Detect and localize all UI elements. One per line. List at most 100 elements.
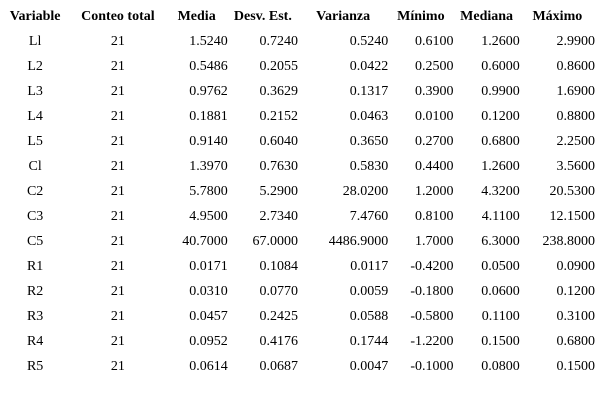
row-label: R2 — [26, 284, 44, 299]
cell: 0.0171 — [189, 259, 228, 274]
table-row: R4 21 0.0952 0.4176 0.1744 -1.2200 0.1500 0.680… — [0, 329, 595, 354]
row-label: C5 — [26, 234, 44, 249]
column-header: Variable — [9, 9, 61, 24]
cell: 0.0952 — [189, 334, 228, 349]
cell: 3.5600 — [556, 159, 596, 174]
table-row: R3 21 0.0457 0.2425 0.0588 -0.5800 0.1100 0.310… — [0, 304, 595, 329]
cell: 0.1084 — [259, 259, 298, 274]
cell: 21 — [110, 309, 125, 324]
cell: 6.3000 — [481, 234, 520, 249]
cell: 0.1744 — [349, 334, 389, 349]
cell: 0.0463 — [349, 109, 389, 124]
cell: 21 — [110, 234, 125, 249]
column-header: Conteo total — [81, 9, 155, 24]
cell: 0.1317 — [349, 84, 389, 99]
table-row: C5 21 40.7000 67.0000 4486.9000 1.7000 6.3000 2… — [0, 229, 595, 254]
cell: 21 — [110, 159, 125, 174]
cell: 0.0614 — [189, 359, 228, 374]
cell: -0.5800 — [410, 309, 454, 324]
cell: 0.1881 — [189, 109, 228, 124]
cell: 1.6900 — [556, 84, 596, 99]
cell: 21 — [110, 209, 125, 224]
cell: 0.8800 — [556, 109, 596, 124]
cell: 0.4176 — [259, 334, 298, 349]
row-label: R4 — [26, 334, 44, 349]
cell: 0.9140 — [189, 134, 228, 149]
cell: 4.9500 — [189, 209, 228, 224]
column-header: Media — [177, 9, 216, 24]
cell: 0.2425 — [259, 309, 298, 324]
cell: 4486.9000 — [328, 234, 389, 249]
cell: 1.5240 — [189, 34, 228, 49]
cell: 0.0687 — [259, 359, 298, 374]
table-row: R1 21 0.0171 0.1084 0.0117 -0.4200 0.0500 0.090… — [0, 254, 595, 279]
table-row: Cl 21 1.3970 0.7630 0.5830 0.4400 1.2600 3.5600 — [0, 154, 596, 179]
cell: 0.5486 — [189, 59, 228, 74]
cell: 40.7000 — [182, 234, 228, 249]
cell: 0.6800 — [481, 134, 520, 149]
cell: 1.2000 — [415, 184, 454, 199]
cell: 0.8100 — [415, 209, 454, 224]
row-label: Cl — [28, 159, 42, 174]
cell: 21 — [110, 334, 125, 349]
table-body: Ll 21 1.5240 0.7240 0.5240 0.6100 1.2600 2.9900… — [0, 29, 595, 379]
cell: 0.2055 — [259, 59, 298, 74]
cell: 0.2700 — [415, 134, 454, 149]
cell: 28.0200 — [342, 184, 389, 199]
table-row: L2 21 0.5486 0.2055 0.0422 0.2500 0.6000 0.8600 — [0, 54, 595, 79]
cell: -0.1000 — [410, 359, 454, 374]
column-header: Mediana — [460, 9, 514, 24]
row-label: R5 — [26, 359, 44, 374]
cell: 21 — [110, 84, 125, 99]
cell: 0.1100 — [481, 309, 520, 324]
cell: 0.2152 — [259, 109, 298, 124]
cell: 0.1200 — [481, 109, 520, 124]
cell: 1.2600 — [481, 159, 520, 174]
row-label: C2 — [26, 184, 44, 199]
table-row: L5 21 0.9140 0.6040 0.3650 0.2700 0.6800 2.2500 — [0, 129, 595, 154]
row-label: R1 — [26, 259, 44, 274]
cell: 21 — [110, 134, 125, 149]
cell: 0.6800 — [556, 334, 596, 349]
cell: 0.9762 — [189, 84, 228, 99]
cell: 0.1500 — [481, 334, 520, 349]
cell: 21 — [110, 284, 125, 299]
row-label: L5 — [27, 134, 43, 149]
cell: 1.3970 — [189, 159, 228, 174]
cell: 0.5240 — [349, 34, 389, 49]
cell: 0.0500 — [481, 259, 520, 274]
table-row: R2 21 0.0310 0.0770 0.0059 -0.1800 0.0600 0.120… — [0, 279, 595, 304]
header-row: Variable Conteo total Media Desv. Est. Varia… — [0, 4, 595, 29]
cell: 0.2500 — [415, 59, 454, 74]
row-label: Ll — [28, 34, 42, 49]
cell: 0.0047 — [349, 359, 389, 374]
cell: 0.3629 — [259, 84, 298, 99]
cell: 0.0117 — [350, 259, 389, 274]
cell: 0.0422 — [349, 59, 389, 74]
cell: 0.8600 — [556, 59, 596, 74]
cell: 2.2500 — [556, 134, 596, 149]
cell: 20.5300 — [549, 184, 596, 199]
column-header: Máximo — [532, 9, 583, 24]
cell: 0.0600 — [481, 284, 520, 299]
cell: 0.3650 — [349, 134, 389, 149]
table-row: C2 21 5.7800 5.2900 28.0200 1.2000 4.3200 20.53… — [0, 179, 595, 204]
column-header: Varianza — [316, 9, 371, 24]
cell: 1.7000 — [415, 234, 454, 249]
table-row: C3 21 4.9500 2.7340 7.4760 0.8100 4.1100 12.150… — [0, 204, 595, 229]
cell: 0.6100 — [415, 34, 454, 49]
cell: 5.7800 — [189, 184, 228, 199]
column-header: Desv. Est. — [233, 9, 292, 24]
column-header: Mínimo — [397, 9, 445, 24]
cell: 0.3100 — [556, 309, 596, 324]
cell: 0.0100 — [415, 109, 454, 124]
cell: 238.8000 — [542, 234, 596, 249]
cell: 5.2900 — [259, 184, 298, 199]
cell: 0.6040 — [259, 134, 298, 149]
cell: -0.1800 — [410, 284, 454, 299]
cell: 0.7240 — [259, 34, 298, 49]
cell: 0.0457 — [189, 309, 228, 324]
cell: 21 — [110, 359, 125, 374]
cell: 0.0900 — [556, 259, 596, 274]
